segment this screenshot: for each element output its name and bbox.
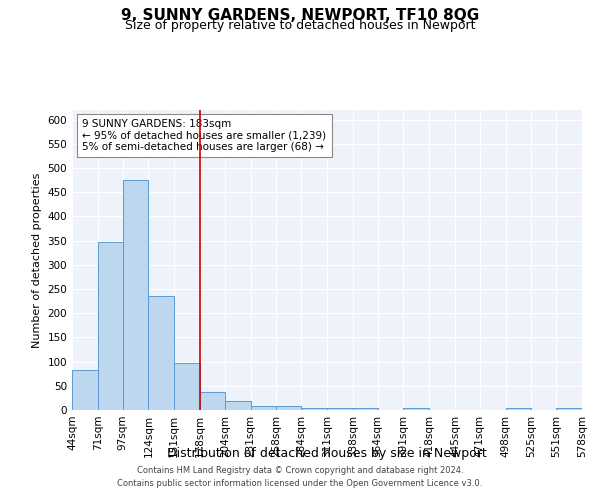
Bar bbox=[174, 362, 200, 410]
Bar bbox=[403, 408, 429, 410]
Bar bbox=[225, 402, 251, 410]
Text: 9 SUNNY GARDENS: 183sqm
← 95% of detached houses are smaller (1,239)
5% of semi-: 9 SUNNY GARDENS: 183sqm ← 95% of detache… bbox=[82, 119, 326, 152]
Y-axis label: Number of detached properties: Number of detached properties bbox=[32, 172, 42, 348]
Text: Size of property relative to detached houses in Newport: Size of property relative to detached ho… bbox=[125, 19, 475, 32]
Text: 9, SUNNY GARDENS, NEWPORT, TF10 8QG: 9, SUNNY GARDENS, NEWPORT, TF10 8QG bbox=[121, 8, 479, 22]
Bar bbox=[251, 406, 277, 410]
Bar bbox=[277, 406, 301, 410]
Bar bbox=[72, 370, 98, 410]
Bar bbox=[122, 180, 148, 410]
Text: Contains HM Land Registry data © Crown copyright and database right 2024.
Contai: Contains HM Land Registry data © Crown c… bbox=[118, 466, 482, 487]
Bar bbox=[148, 296, 174, 410]
Bar bbox=[556, 408, 582, 410]
Bar bbox=[327, 408, 353, 410]
Bar bbox=[200, 392, 225, 410]
Bar bbox=[506, 408, 532, 410]
Bar bbox=[98, 242, 122, 410]
Bar bbox=[353, 408, 377, 410]
Bar bbox=[301, 408, 327, 410]
Text: Distribution of detached houses by size in Newport: Distribution of detached houses by size … bbox=[167, 448, 487, 460]
